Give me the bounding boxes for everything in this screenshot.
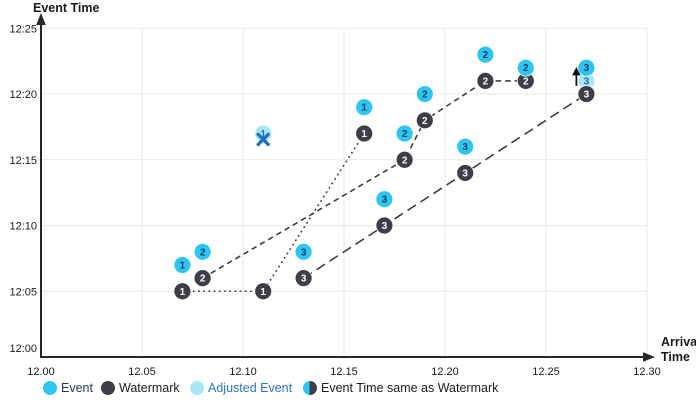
legend-item-event: Event (43, 377, 93, 399)
y-tick-label: 12:25 (9, 23, 37, 35)
event-point-number: 3 (382, 195, 388, 206)
dropped-event-x-icon (256, 132, 270, 147)
event-point-number: 2 (402, 129, 408, 140)
legend-item-event-same-as-watermark: Event Time same as Watermark (303, 377, 498, 399)
watermark-point-number: 2 (523, 76, 529, 87)
watermark-point-number: 1 (260, 287, 266, 298)
event-point-number: 2 (200, 247, 206, 258)
watermark-point (375, 216, 394, 235)
watermark-point-number: 3 (301, 274, 307, 285)
watermark-point (395, 150, 414, 169)
watermark-point (254, 282, 273, 301)
watermark-point (456, 164, 475, 182)
legend-label-event: Event (61, 381, 93, 395)
y-axis-title: Event Time (33, 1, 100, 15)
x-axis-arrow-icon (643, 352, 655, 362)
y-tick-label: 12:10 (9, 221, 37, 233)
event-point (294, 242, 313, 261)
legend-label-event-same-as-watermark: Event Time same as Watermark (321, 381, 499, 395)
event-point (516, 58, 535, 77)
watermark-point-number: 1 (180, 287, 186, 298)
watermark-point-number: 3 (584, 90, 590, 101)
series-1-connector (182, 133, 365, 293)
y-tick-label: 12:20 (9, 89, 37, 101)
event-point-number: 2 (483, 50, 489, 61)
adjusted-event-point-number: 3 (584, 76, 590, 87)
x-axis-title: Arrival Time (661, 335, 696, 365)
legend-item-watermark: Watermark (101, 377, 180, 399)
event-same-as-watermark-swatch-icon (303, 381, 317, 395)
event-point-number: 2 (523, 63, 529, 74)
event-point (355, 98, 374, 117)
x-axis-title-line1: Arrival (661, 335, 696, 349)
event-point (395, 124, 414, 143)
watermark-point-number: 2 (422, 116, 428, 127)
x-tick-label: 12.05 (128, 366, 156, 378)
watermark-point (294, 269, 313, 288)
adjust-up-arrow-icon (572, 66, 581, 76)
event-point-number: 1 (180, 260, 186, 271)
x-axis-title-line2: Time (661, 350, 690, 364)
watermark-point (415, 111, 434, 130)
x-tick-label: 12.00 (27, 366, 55, 378)
event-swatch-icon (43, 381, 57, 395)
watermark-point-number: 2 (200, 274, 206, 285)
watermark-point (355, 124, 374, 143)
legend-item-adjusted-event: Adjusted Event (190, 377, 292, 399)
watermark-point-number: 2 (402, 155, 408, 166)
watermark-point-number: 1 (361, 129, 367, 140)
watermark-point-number: 3 (382, 221, 388, 232)
x-tick-label: 12.25 (532, 366, 560, 378)
legend: Event Watermark Adjusted Event Event Tim… (0, 377, 696, 401)
series-3-connector (303, 93, 587, 279)
event-point-number: 3 (462, 142, 468, 153)
event-point-number: 2 (422, 90, 428, 101)
event-point (415, 85, 434, 103)
watermark-point (193, 269, 212, 288)
legend-label-watermark: Watermark (119, 381, 180, 395)
y-axis-arrow-icon (36, 13, 46, 25)
watermark-point (173, 282, 192, 301)
x-tick-label: 12.10 (229, 366, 257, 378)
watermark-point-number: 3 (462, 168, 468, 179)
watermark-point-number: 2 (483, 76, 489, 87)
event-point-number: 3 (301, 247, 307, 258)
adjusted-event-point (254, 124, 273, 143)
x-tick-label: 12.15 (330, 366, 358, 378)
x-tick-label: 12.20 (431, 366, 459, 378)
event-point (173, 256, 192, 274)
y-tick-label: 12:15 (9, 155, 37, 167)
event-point (193, 242, 212, 261)
watermark-swatch-icon (101, 381, 115, 395)
event-point (476, 45, 495, 64)
event-point (375, 190, 394, 209)
event-point (577, 58, 596, 77)
y-tick-label: 12:00 (9, 343, 37, 355)
watermark-point (476, 71, 495, 90)
legend-label-adjusted-event: Adjusted Event (208, 381, 293, 395)
event-point-number: 1 (361, 103, 367, 114)
adjusted-event-point-number: 1 (260, 129, 266, 140)
y-tick-label: 12:05 (9, 286, 37, 298)
watermark-point (577, 85, 596, 103)
x-tick-label: 12.30 (633, 366, 661, 378)
event-point (456, 137, 475, 156)
adjusted-event-swatch-icon (190, 381, 204, 395)
event-point-number: 3 (584, 63, 590, 74)
